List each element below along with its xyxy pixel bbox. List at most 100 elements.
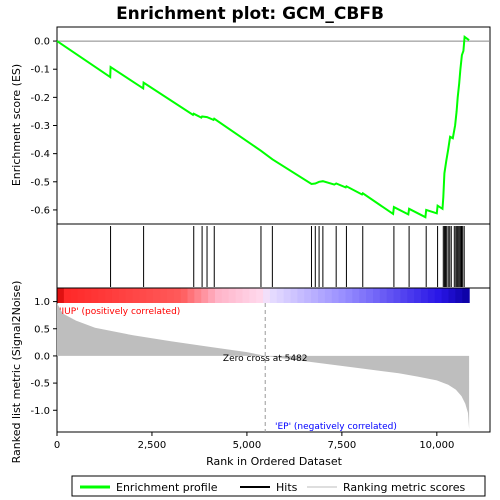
color-strip-segment (366, 288, 374, 303)
color-strip-segment (228, 288, 237, 303)
color-strip-segment (98, 288, 106, 303)
chart-title: Enrichment plot: GCM_CBFB (116, 4, 384, 24)
color-strip-segment (57, 288, 65, 303)
xtick-label: 7,500 (328, 440, 357, 451)
es-ytick-label: 0.0 (34, 37, 50, 48)
legend-label-hits: Hits (276, 481, 298, 494)
color-strip-segment (462, 288, 470, 303)
es-ytick-label: -0.2 (30, 93, 50, 104)
color-strip-segment (70, 288, 79, 303)
es-ytick-label: -0.1 (30, 65, 50, 76)
hits-panel-frame (56, 223, 491, 289)
color-strip-segment (160, 288, 168, 303)
zero-cross-label: Zero cross at 5482 (223, 354, 308, 364)
legend: Enrichment profile Hits Ranking metric s… (71, 475, 486, 497)
color-strip-segment (400, 288, 408, 303)
xtick-label: 10,000 (419, 440, 454, 451)
color-strip-segment (414, 288, 422, 303)
xtick-label: 5,000 (233, 440, 262, 451)
color-strip-segment (139, 288, 147, 303)
color-strip-segment (214, 288, 223, 303)
ranking-color-strip (57, 288, 470, 303)
color-strip-segment (249, 288, 257, 303)
xtick-label: 0 (54, 440, 60, 451)
ranking-metric-area (57, 303, 470, 430)
color-strip-segment (111, 288, 120, 303)
es-panel-frame (56, 26, 491, 225)
metric-panel-frame (56, 287, 491, 433)
metric-ytick-label: 1.0 (34, 297, 50, 308)
color-strip-segment (180, 288, 189, 303)
color-strip-segment (386, 288, 395, 303)
es-y-axis-ticks: 0.0 -0.1 -0.2 -0.3 -0.4 -0.5 -0.6 (30, 37, 57, 216)
color-strip-segment (118, 288, 127, 303)
negative-correlation-label: 'EP' (negatively correlated) (275, 422, 397, 432)
color-strip-segment (318, 288, 326, 303)
color-strip-segment (208, 288, 216, 303)
color-strip-segment (448, 288, 456, 303)
color-strip-segment (331, 288, 340, 303)
color-strip-segment (256, 288, 264, 303)
color-strip-segment (345, 288, 353, 303)
es-panel: 0.0 -0.1 -0.2 -0.3 -0.4 -0.5 -0.6 Enrichment s… (10, 26, 491, 225)
x-axis-label: Rank in Ordered Dataset (206, 455, 343, 468)
legend-label-enrichment: Enrichment profile (116, 481, 218, 494)
color-strip-segment (311, 288, 319, 303)
es-y-axis-label: Enrichment score (ES) (10, 64, 23, 186)
color-strip-segment (132, 288, 141, 303)
color-strip-segment (194, 288, 202, 303)
hits-panel (56, 223, 491, 289)
color-strip-segment (441, 288, 450, 303)
color-strip-segment (297, 288, 305, 303)
color-strip-segment (421, 288, 429, 303)
es-ytick-label: -0.5 (30, 177, 50, 188)
legend-box (71, 475, 486, 497)
color-strip-segment (427, 288, 436, 303)
color-strip-segment (235, 288, 244, 303)
color-strip-segment (77, 288, 86, 303)
color-strip-segment (455, 288, 463, 303)
metric-y-axis-label: Ranked list metric (Signal2Noise) (10, 281, 23, 464)
color-strip-segment (304, 288, 312, 303)
metric-ytick-label: 0.5 (34, 324, 50, 335)
color-strip-segment (91, 288, 99, 303)
metric-y-axis-ticks: 1.0 0.5 0.0 -0.5 -1.0 (30, 297, 57, 417)
es-ytick-label: -0.3 (30, 121, 50, 132)
positive-correlation-label: 'IUP' (positively correlated) (59, 307, 180, 317)
x-axis-ticks: 0 2,500 5,000 7,500 10,000 (54, 432, 454, 451)
metric-ytick-label: -0.5 (30, 379, 50, 390)
color-strip-segment (359, 288, 367, 303)
color-strip-segment (166, 288, 175, 303)
enrichment-profile-line (56, 35, 470, 219)
color-strip-segment (283, 288, 292, 303)
color-strip-segment (84, 288, 92, 303)
color-strip-segment (242, 288, 250, 303)
color-strip-segment (263, 288, 271, 303)
color-strip-segment (338, 288, 347, 303)
color-strip-segment (407, 288, 415, 303)
color-strip-segment (153, 288, 161, 303)
color-strip-segment (269, 288, 278, 303)
color-strip-segment (393, 288, 402, 303)
color-strip-segment (63, 288, 72, 303)
metric-panel: Zero cross at 5482 'IUP' (positively cor… (10, 281, 491, 464)
metric-ytick-label: 0.0 (34, 351, 50, 362)
color-strip-segment (352, 288, 360, 303)
color-strip-segment (105, 288, 113, 303)
es-ytick-label: -0.6 (30, 205, 50, 216)
color-strip-segment (379, 288, 388, 303)
legend-label-metric: Ranking metric scores (343, 481, 465, 494)
color-strip-segment (276, 288, 285, 303)
color-strip-segment (221, 288, 230, 303)
color-strip-segment (434, 288, 443, 303)
color-strip-segment (324, 288, 333, 303)
color-strip-segment (146, 288, 154, 303)
color-strip-segment (372, 288, 381, 303)
color-strip-segment (173, 288, 182, 303)
color-strip-segment (290, 288, 298, 303)
xtick-label: 2,500 (138, 440, 167, 451)
color-strip-segment (187, 288, 195, 303)
metric-ytick-label: -1.0 (30, 406, 50, 417)
es-ytick-label: -0.4 (30, 149, 50, 160)
